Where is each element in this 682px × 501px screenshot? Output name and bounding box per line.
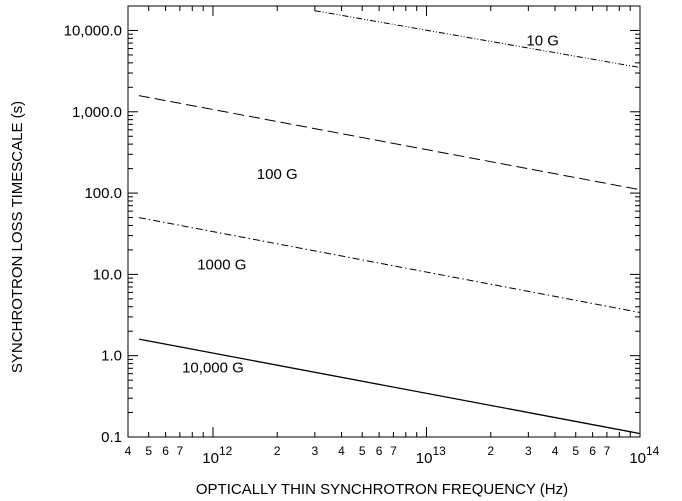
x-minor-tick-label: 6 (589, 444, 596, 458)
x-minor-tick-label: 5 (359, 444, 366, 458)
y-tick-label: 1.0 (101, 348, 122, 365)
x-minor-tick-label: 4 (125, 444, 132, 458)
x-minor-tick-label: 3 (525, 444, 532, 458)
y-axis-title: SYNCHROTRON LOSS TIMESCALE (s) (9, 101, 26, 373)
x-minor-tick-label: 5 (572, 444, 579, 458)
x-axis-title: OPTICALLY THIN SYNCHROTRON FREQUENCY (Hz… (196, 481, 568, 498)
x-minor-tick-label: 7 (390, 444, 397, 458)
series-line-0 (314, 10, 641, 68)
y-tick-label: 100.0 (84, 185, 122, 202)
x-major-tick-exponent: 14 (646, 444, 660, 458)
x-minor-tick-label: 3 (311, 444, 318, 458)
x-minor-tick-label: 7 (177, 444, 184, 458)
x-minor-tick-label: 2 (274, 444, 281, 458)
x-major-tick-exponent: 13 (432, 444, 446, 458)
x-minor-tick-label: 5 (145, 444, 152, 458)
series-line-2 (138, 217, 641, 313)
series-labels: 10 G 100 G 1000 G 10,000 G (182, 33, 559, 377)
x-minor-tick-label: 2 (487, 444, 494, 458)
y-tick-label: 10,000.0 (64, 22, 122, 39)
series-label-0: 10 G (526, 33, 559, 50)
x-minor-tick-label: 4 (552, 444, 559, 458)
x-minor-tick-label: 6 (376, 444, 383, 458)
series-label-2: 1000 G (197, 256, 246, 273)
x-axis: 4 5 6 7 2 3 4 5 6 7 2 3 4 5 6 710 12 10 13 10 14 (125, 6, 660, 467)
series-label-1: 100 G (257, 166, 298, 183)
x-minor-tick-label: 4 (338, 444, 345, 458)
x-minor-tick-label: 7 (604, 444, 611, 458)
y-axis: 0.1 1.0 10.0 100.0 1,000.0 10,000.0 (64, 5, 640, 446)
series-layer (138, 10, 641, 435)
plot-border (127, 5, 641, 438)
x-major-tick-exponent: 12 (219, 444, 233, 458)
x-major-tick-label: 10 (416, 450, 433, 467)
x-minor-tick-label: 6 (162, 444, 169, 458)
series-label-3: 10,000 G (182, 360, 244, 377)
series-line-1 (138, 95, 641, 191)
x-major-tick-label: 10 (202, 450, 219, 467)
series-line-3 (138, 338, 641, 435)
y-tick-label: 10.0 (93, 266, 122, 283)
plot-frame (127, 5, 641, 438)
y-tick-label: 1,000.0 (72, 104, 122, 121)
y-tick-label: 0.1 (101, 429, 122, 446)
x-major-tick-label: 10 (629, 450, 646, 467)
